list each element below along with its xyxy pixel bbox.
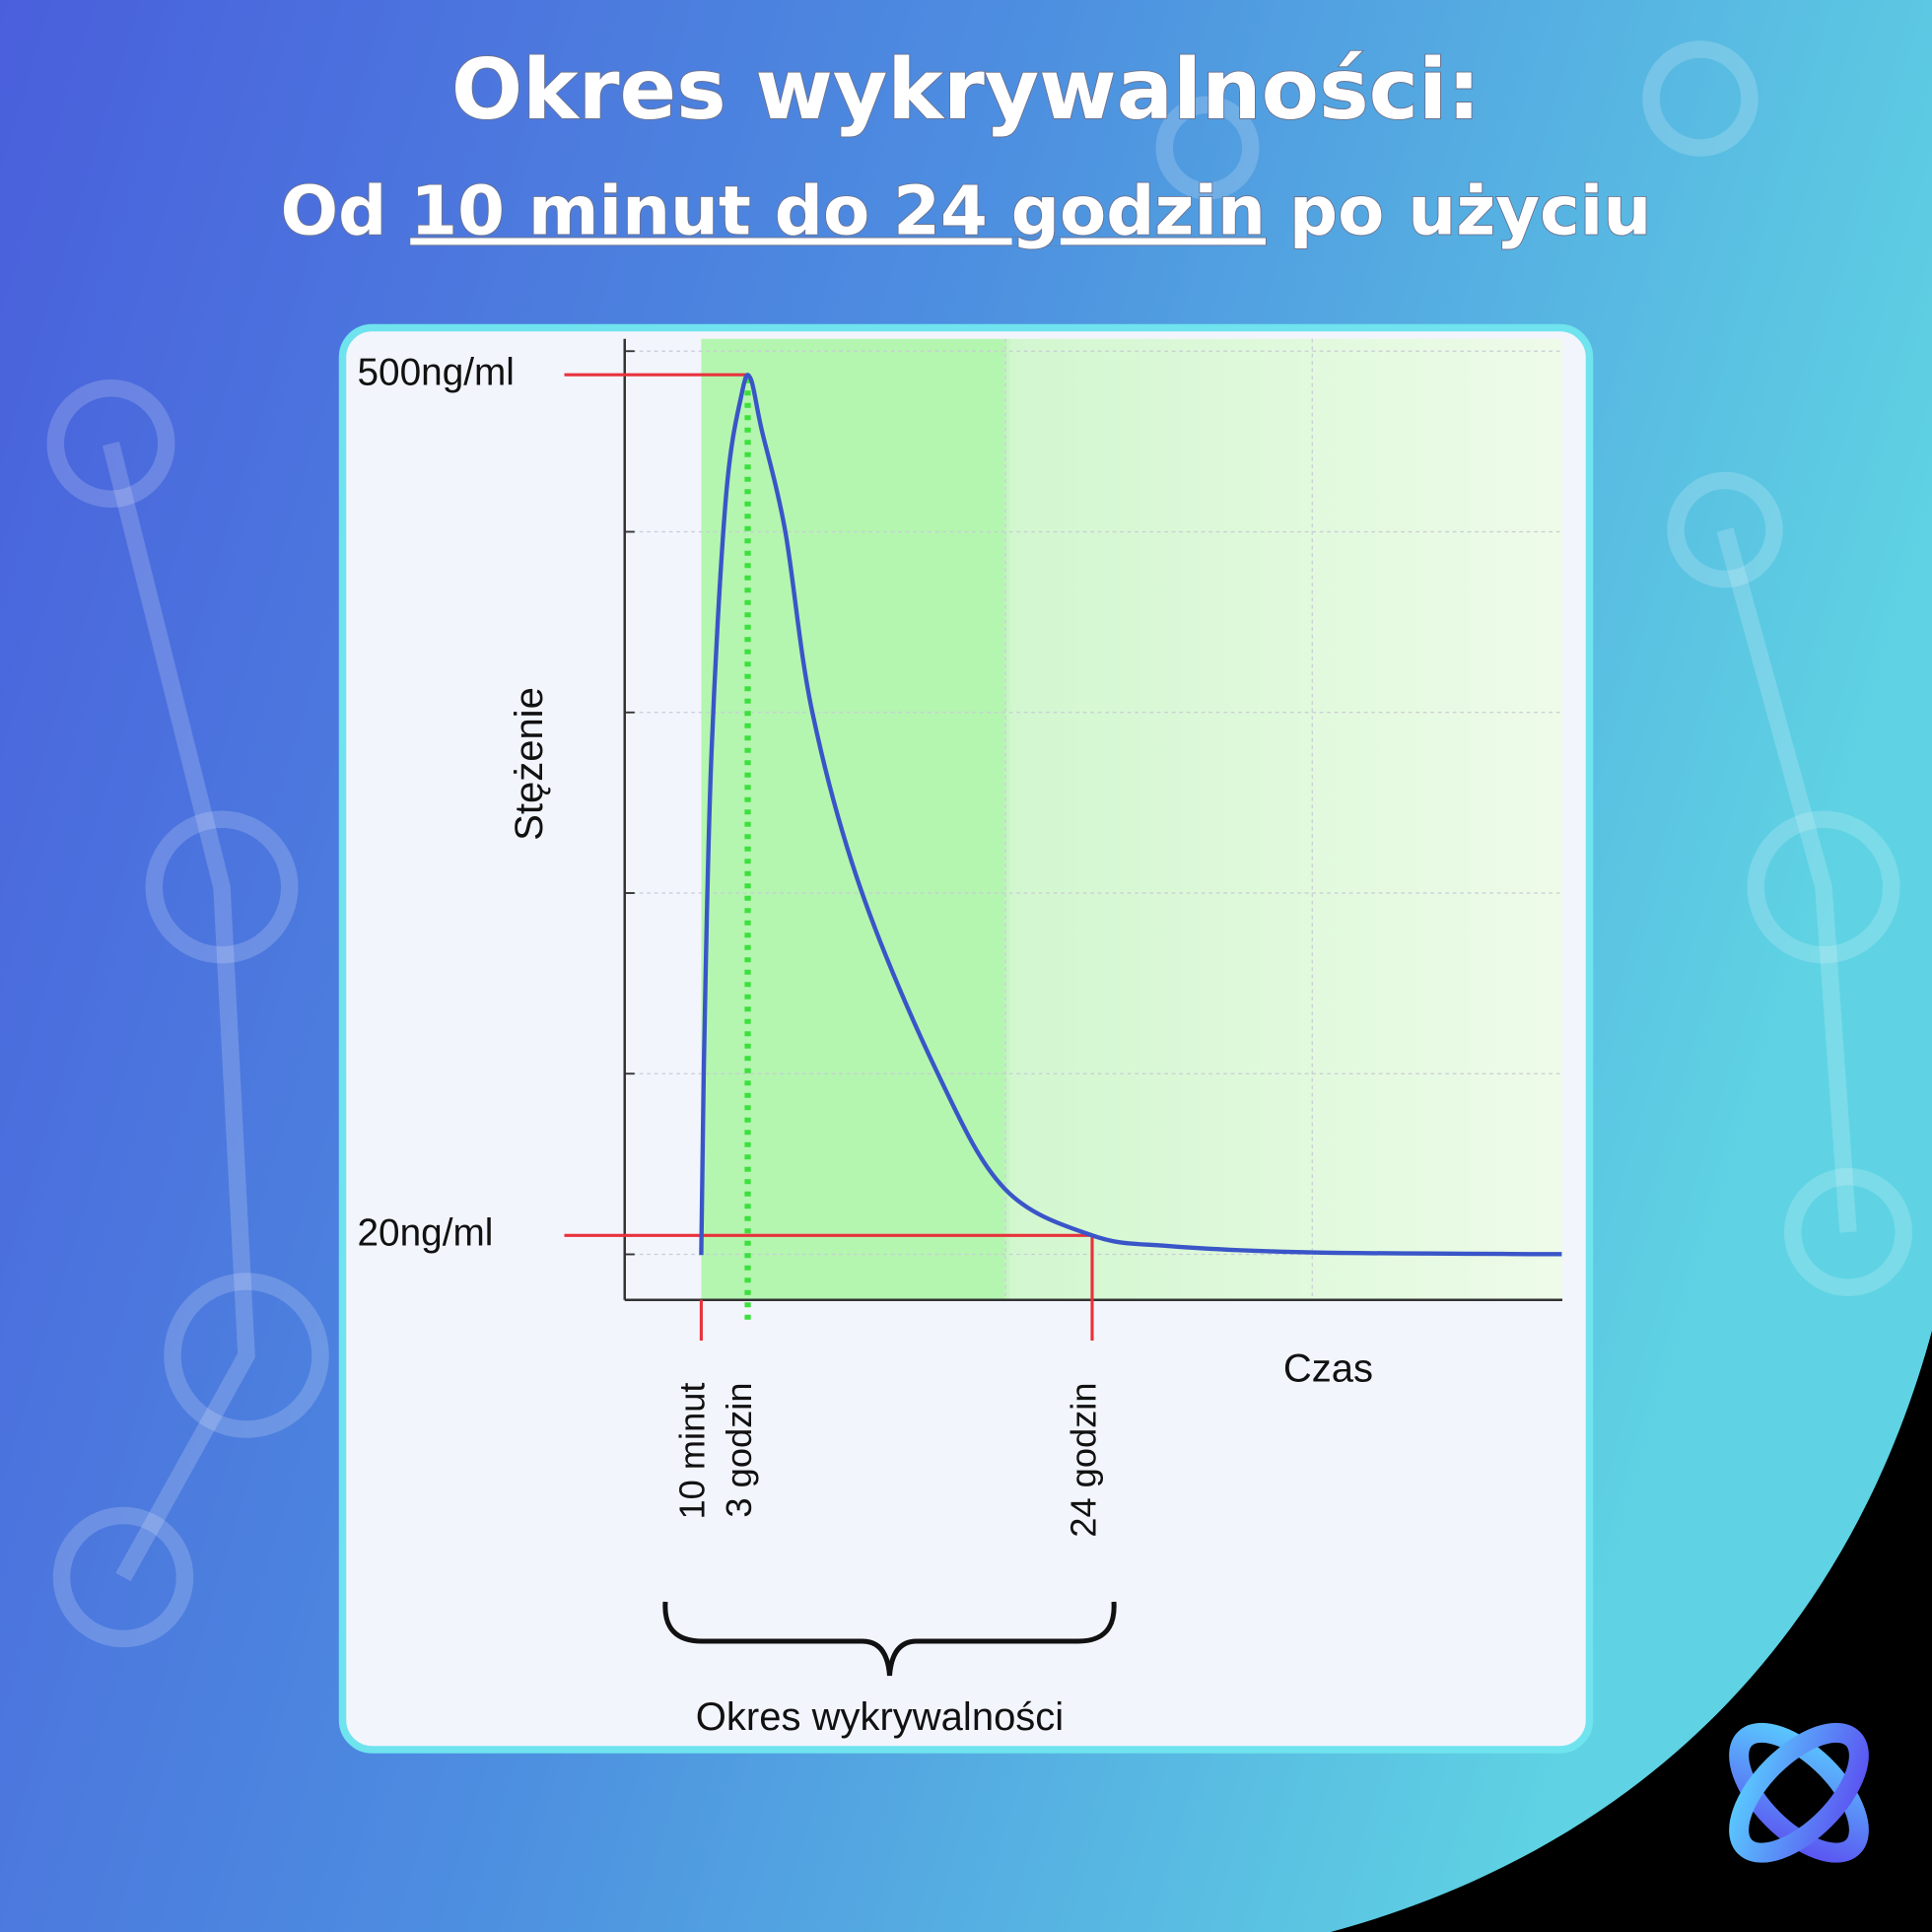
corner-shape <box>1331 1331 1932 1932</box>
x-axis-label: Czas <box>1283 1346 1373 1390</box>
x-tick-label: 10 minut <box>672 1383 713 1520</box>
x-tick-label: 3 godzin <box>719 1383 759 1518</box>
molecule-decoration <box>46 40 1912 1648</box>
subtitle-part: po użyciu <box>1289 172 1651 251</box>
logo <box>1729 1722 1869 1863</box>
subtitle-part: Od <box>281 172 387 251</box>
y-tick-label: 20ng/ml <box>358 1211 494 1254</box>
period-label: Okres wykrywalności <box>696 1695 1064 1739</box>
series-line <box>699 373 1562 1257</box>
plot: 10 minut 3 godzin 24 godzin 500ng/ml 20ng/ml <box>358 338 1562 1538</box>
period-brace <box>662 1601 1117 1677</box>
y-tick-label: 500ng/ml <box>358 351 515 393</box>
x-tick-label: 24 godzin <box>1063 1383 1103 1538</box>
detection-shade <box>701 338 1562 1300</box>
y-axis-label: Stężenie <box>508 687 551 841</box>
subtitle: Od 10 minut do 24 godzin po użyciu <box>281 172 1652 251</box>
subtitle-part: 10 minut do 24 godzin <box>410 172 1266 251</box>
title: Okres wykrywalności: <box>451 41 1481 139</box>
